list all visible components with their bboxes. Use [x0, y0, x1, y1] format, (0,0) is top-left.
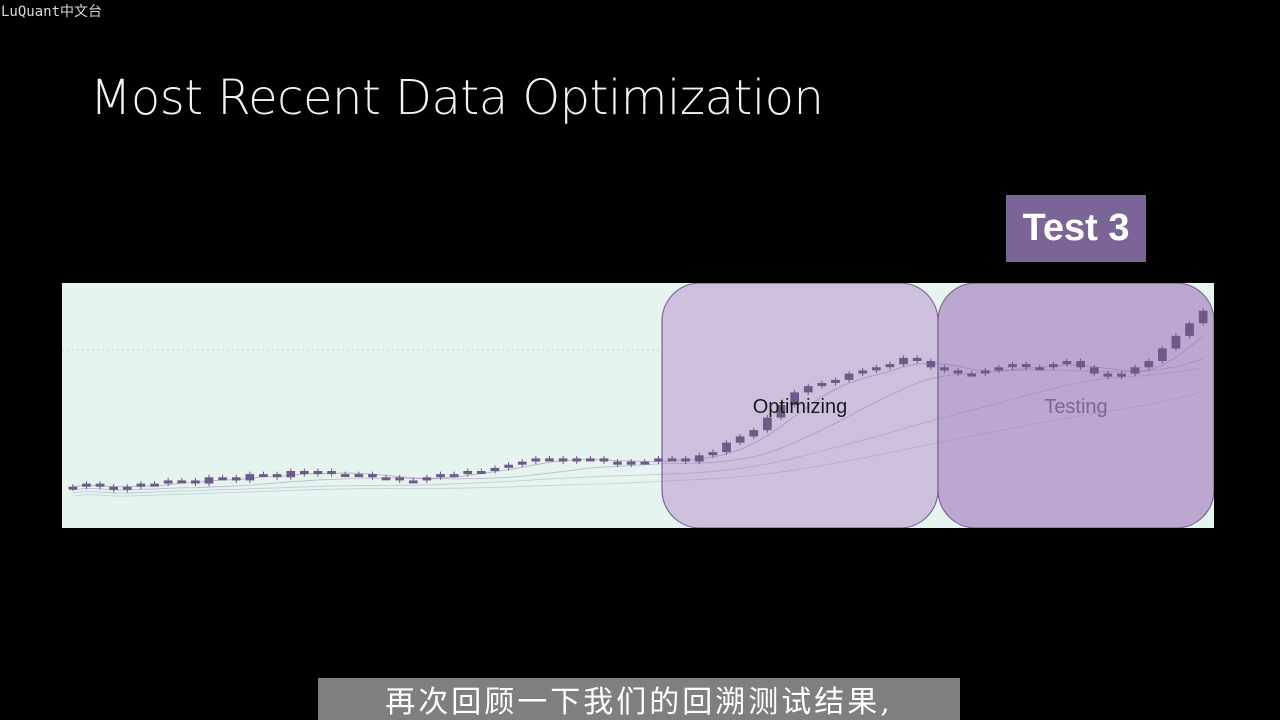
- candle-body: [68, 486, 78, 490]
- candle-body: [531, 458, 541, 462]
- candle-body: [354, 474, 364, 478]
- candle-body: [517, 461, 527, 465]
- candle-body: [654, 458, 663, 462]
- candle-body: [940, 367, 949, 371]
- testing-label: Testing: [1044, 396, 1107, 418]
- candle-body: [844, 373, 854, 380]
- candle-body: [572, 458, 582, 462]
- candle-body: [408, 480, 418, 484]
- candle-body: [899, 357, 908, 365]
- slide-title: Most Recent Data Optimization: [90, 70, 824, 126]
- candle-body: [1035, 367, 1045, 371]
- candle-body: [504, 464, 513, 468]
- watermark-text: LuQuant中文台: [1, 4, 103, 20]
- moving-average-25: [72, 367, 1204, 494]
- candle-body: [735, 436, 745, 443]
- candle-body: [858, 370, 868, 374]
- candle-body: [912, 357, 922, 361]
- candle-body: [872, 367, 881, 371]
- candle-body: [1089, 367, 1099, 374]
- candle-body: [1158, 348, 1167, 361]
- test-badge: Test 3: [1006, 195, 1146, 262]
- candle-body: [1117, 373, 1126, 377]
- candle-body: [1008, 364, 1017, 368]
- candle-body: [381, 477, 391, 481]
- candle-body: [436, 474, 445, 478]
- candle-body: [558, 458, 568, 462]
- candle-body: [177, 480, 187, 484]
- candle-body: [681, 458, 690, 462]
- candle-body: [613, 461, 622, 465]
- candle-body: [231, 477, 241, 481]
- candle-body: [1171, 335, 1181, 349]
- moving-average-12: [72, 357, 1204, 491]
- candle-body: [82, 483, 91, 487]
- candle-body: [272, 474, 282, 478]
- candle-body: [1021, 364, 1031, 368]
- price-chart-svg: Optimizing Testing: [62, 283, 1214, 528]
- candle-body: [122, 486, 132, 490]
- candle-body: [109, 486, 118, 490]
- candle-body: [722, 442, 731, 453]
- candle-body: [463, 471, 473, 475]
- candle-body: [313, 471, 323, 475]
- candle-body: [368, 474, 377, 478]
- test-badge-label: Test 3: [1022, 207, 1130, 249]
- candle-body: [300, 471, 309, 475]
- candle-body: [586, 458, 595, 462]
- candle-body: [1062, 361, 1072, 365]
- candle-body: [422, 477, 432, 481]
- candle-body: [967, 373, 976, 377]
- candle-body: [477, 471, 486, 474]
- candle-body: [490, 467, 500, 471]
- candle-body: [803, 386, 813, 393]
- candle-body: [994, 367, 1004, 371]
- candle-body: [1103, 373, 1113, 377]
- candle-body: [286, 471, 296, 478]
- candle-body: [1185, 323, 1194, 336]
- candle-body: [749, 430, 759, 437]
- testing-window: [937, 283, 1214, 528]
- candle-body: [980, 370, 990, 374]
- candle-body: [449, 474, 459, 478]
- moving-average-40: [72, 390, 1204, 497]
- candle-body: [1076, 361, 1085, 368]
- candlestick-series: [68, 308, 1208, 493]
- candle-body: [204, 477, 214, 484]
- candle-body: [395, 477, 404, 481]
- candle-body: [776, 405, 786, 418]
- candle-body: [708, 452, 718, 456]
- candle-body: [817, 383, 827, 387]
- candle-body: [163, 480, 173, 484]
- candle-body: [150, 483, 159, 487]
- candle-body: [763, 417, 772, 431]
- candle-body: [259, 474, 268, 478]
- candle-body: [136, 483, 146, 487]
- candle-body: [218, 477, 227, 481]
- candle-body: [327, 471, 336, 475]
- candle-body: [1049, 364, 1058, 368]
- candle-body: [599, 458, 609, 462]
- candle-body: [790, 392, 799, 405]
- candle-body: [1130, 367, 1140, 374]
- candle-body: [340, 474, 350, 478]
- candle-body: [1198, 310, 1208, 324]
- candle-body: [953, 370, 963, 374]
- candle-body: [191, 480, 200, 484]
- candle-body: [1144, 361, 1154, 368]
- candle-body: [694, 455, 704, 462]
- candle-body: [885, 364, 895, 368]
- candle-body: [626, 461, 636, 465]
- subtitle-caption: 再次回顾一下我们的回溯测试结果,: [318, 678, 960, 720]
- optimizing-label: Optimizing: [753, 396, 847, 418]
- candle-body: [245, 474, 255, 481]
- candle-body: [926, 361, 936, 368]
- price-chart: Optimizing Testing: [62, 283, 1214, 528]
- candle-body: [667, 458, 677, 462]
- candle-body: [640, 461, 650, 465]
- candle-body: [831, 379, 840, 383]
- candle-body: [95, 483, 105, 487]
- subtitle-text: 再次回顾一下我们的回溯测试结果,: [385, 685, 893, 720]
- candle-body: [545, 458, 554, 462]
